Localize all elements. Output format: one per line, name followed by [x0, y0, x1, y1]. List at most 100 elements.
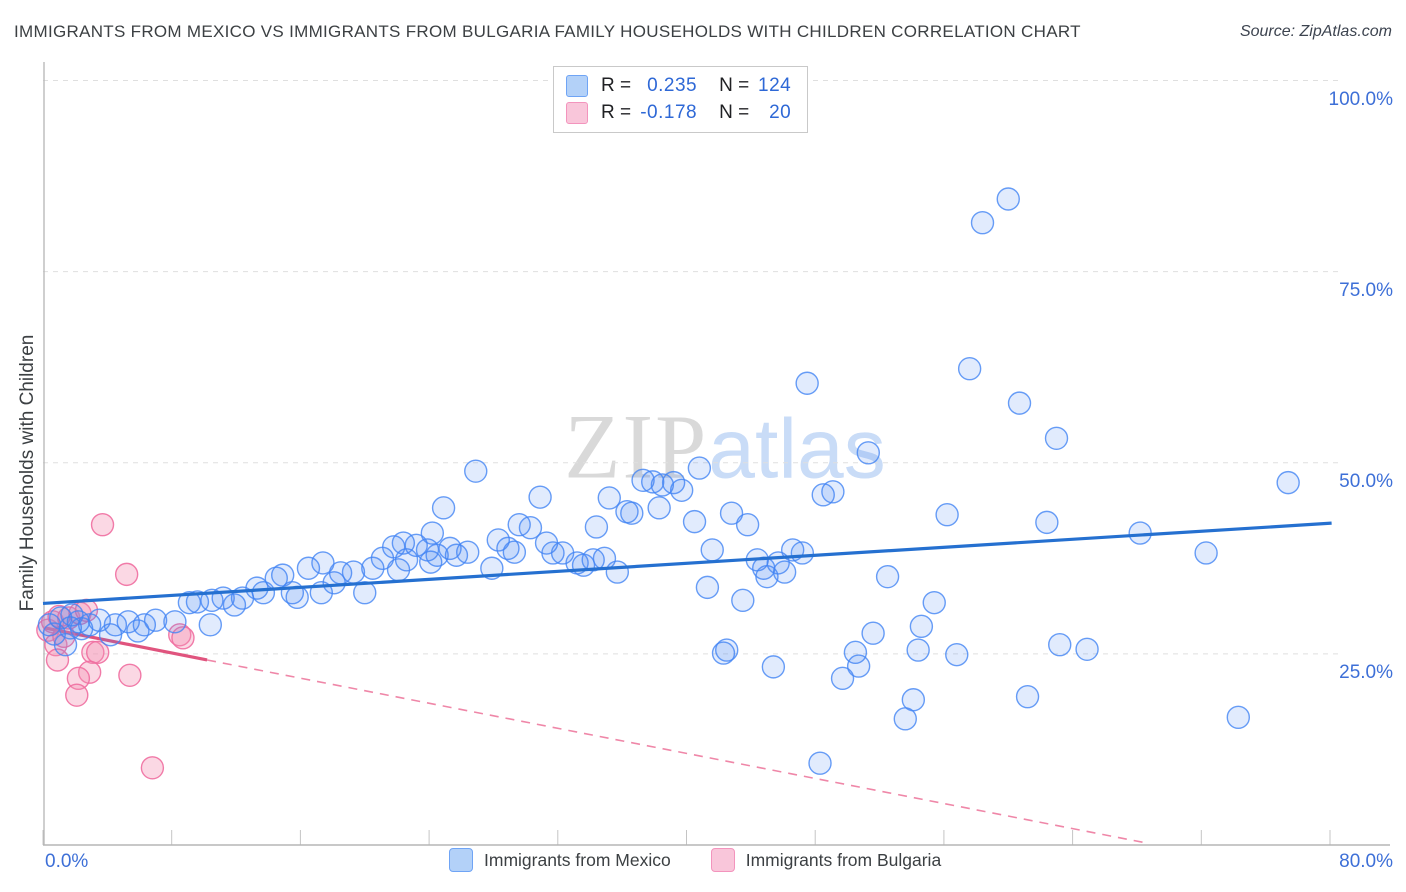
blue-scatter-point[interactable] [1075, 637, 1099, 661]
blue-scatter-point[interactable] [906, 638, 930, 662]
blue-scatter-point[interactable] [42, 622, 66, 646]
watermark-zip-text: ZIP [564, 395, 709, 498]
blue-scatter-point[interactable] [795, 371, 819, 395]
legend-row-bulgaria: R = -0.178 N = 20 [566, 102, 791, 124]
blue-scatter-point[interactable] [856, 441, 880, 465]
blue-scatter-point[interactable] [731, 588, 755, 613]
blue-scatter-point[interactable] [846, 654, 871, 678]
blue-scatter-point[interactable] [518, 516, 543, 540]
blue-scatter-point[interactable] [126, 619, 150, 643]
pink-scatter-point[interactable] [118, 663, 142, 687]
blue-scatter-point[interactable] [1048, 633, 1072, 657]
blue-scatter-point[interactable] [695, 575, 720, 600]
blue-scatter-point[interactable] [901, 688, 926, 712]
pink-scatter-point[interactable] [65, 683, 89, 707]
blue-scatter-point[interactable] [420, 521, 445, 545]
blue-scatter-point[interactable] [875, 564, 900, 589]
blue-scatter-point[interactable] [996, 187, 1020, 211]
blue-scatter-point[interactable] [682, 509, 707, 534]
blue-scatter-point[interactable] [631, 468, 655, 493]
blue-scatter-point[interactable] [647, 496, 671, 520]
series-legend-item-bulgaria[interactable]: Immigrants from Bulgaria [710, 848, 941, 872]
blue-scatter-point[interactable] [584, 515, 609, 539]
pink-scatter-point[interactable] [45, 648, 70, 672]
pink-scatter-point[interactable] [77, 660, 102, 684]
blue-scatter-point[interactable] [1194, 541, 1218, 565]
blue-scatter-point[interactable] [486, 528, 510, 552]
blue-scatter-point[interactable] [790, 541, 815, 565]
blue-scatter-point[interactable] [669, 478, 694, 502]
series-legend-item-mexico[interactable]: Immigrants from Mexico [449, 848, 671, 872]
blue-scatter-point[interactable] [620, 501, 644, 525]
blue-scatter-point[interactable] [198, 613, 223, 637]
source-attribution: Source: ZipAtlas.com [1239, 23, 1392, 40]
blue-scatter-point[interactable] [425, 543, 449, 567]
blue-scatter-point[interactable] [502, 540, 527, 564]
blue-scatter-point[interactable] [69, 616, 94, 641]
blue-scatter-point[interactable] [353, 581, 377, 605]
blue-scatter-point[interactable] [1015, 684, 1040, 709]
pink-scatter-point[interactable] [168, 623, 192, 647]
r-label: R = [601, 75, 632, 96]
blue-scatter-point[interactable] [456, 540, 480, 564]
blue-scatter-point[interactable] [711, 641, 736, 665]
blue-scatter-point[interactable] [597, 486, 621, 510]
pink-scatter-point[interactable] [114, 562, 139, 587]
blue-scatter-point[interactable] [772, 560, 797, 584]
r-value-bulgaria: -0.178 [640, 102, 698, 123]
blue-scatter-point[interactable] [341, 560, 366, 584]
pink-scatter-point[interactable] [66, 666, 91, 691]
blue-scatter-point[interactable] [719, 501, 744, 525]
page-title: IMMIGRANTS FROM MEXICO VS IMMIGRANTS FRO… [14, 22, 1081, 41]
blue-scatter-point[interactable] [163, 610, 187, 634]
pink-scatter-point[interactable] [90, 512, 115, 537]
blue-scatter-point[interactable] [528, 485, 552, 509]
blue-scatter-point[interactable] [1276, 470, 1300, 495]
mexico-swatch-icon [449, 848, 473, 872]
blue-scatter-point[interactable] [957, 357, 982, 381]
blue-scatter-point[interactable] [700, 538, 724, 562]
blue-scatter-point[interactable] [143, 608, 168, 632]
zipatlas-watermark: ZIPatlas [564, 394, 885, 500]
blue-scatter-point[interactable] [541, 541, 565, 565]
blue-scatter-point[interactable] [808, 751, 832, 775]
blue-scatter-point[interactable] [970, 210, 995, 235]
blue-scatter-point[interactable] [843, 640, 868, 665]
blue-scatter-point[interactable] [922, 590, 946, 615]
blue-scatter-point[interactable] [311, 551, 335, 575]
blue-scatter-point[interactable] [821, 480, 845, 504]
legend-row-mexico: R = 0.235 N = 124 [566, 75, 791, 97]
blue-scatter-point[interactable] [177, 590, 202, 615]
bulgaria-swatch-icon [566, 102, 588, 124]
blue-scatter-point[interactable] [605, 560, 630, 584]
blue-scatter-point[interactable] [761, 655, 786, 679]
blue-scatter-point[interactable] [935, 503, 959, 527]
blue-scatter-point[interactable] [909, 614, 934, 639]
blue-scatter-point[interactable] [641, 470, 665, 494]
correlation-legend-box: R = 0.235 N = 124 R = -0.178 N = 20 [553, 66, 809, 133]
blue-scatter-point[interactable] [419, 550, 443, 574]
blue-scatter-point[interactable] [438, 536, 462, 561]
blue-scatter-point[interactable] [1044, 426, 1069, 450]
blue-scatter-point[interactable] [60, 603, 84, 627]
blue-scatter-point[interactable] [1007, 391, 1032, 415]
blue-scatter-point[interactable] [715, 638, 739, 662]
blue-scatter-point[interactable] [687, 456, 712, 480]
blue-scatter-point[interactable] [394, 548, 419, 572]
blue-scatter-point[interactable] [431, 496, 456, 520]
x-axis-max-label: 80.0% [1339, 851, 1393, 872]
blue-scatter-point[interactable] [811, 483, 835, 507]
blue-scatter-point[interactable] [830, 666, 855, 691]
r-label: R = [601, 102, 632, 123]
blue-scatter-point[interactable] [1035, 510, 1059, 535]
blue-scatter-point[interactable] [861, 621, 885, 645]
blue-scatter-point[interactable] [735, 512, 760, 537]
blue-scatter-point[interactable] [945, 642, 969, 667]
blue-scatter-point[interactable] [464, 459, 488, 483]
blue-scatter-point[interactable] [361, 556, 385, 580]
blue-scatter-point[interactable] [1226, 705, 1251, 730]
blue-scatter-point[interactable] [496, 536, 520, 561]
blue-scatter-point[interactable] [296, 556, 321, 580]
pink-scatter-point[interactable] [85, 640, 110, 665]
pink-scatter-point[interactable] [140, 756, 165, 780]
